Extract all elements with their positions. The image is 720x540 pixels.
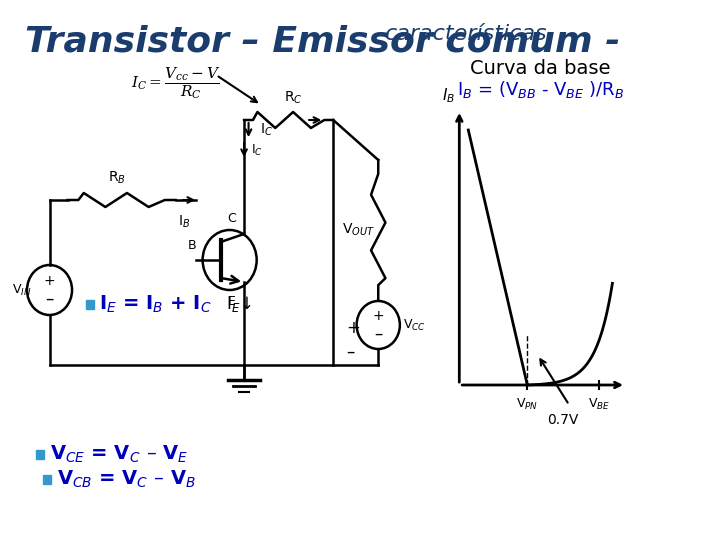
Text: V$_{BE}$: V$_{BE}$ [588, 397, 610, 412]
Text: I$_C$: I$_C$ [260, 122, 274, 138]
Text: I$_B$: I$_B$ [179, 214, 191, 231]
Text: $I_C = \dfrac{V_{cc}-V}{R_C}$: $I_C = \dfrac{V_{cc}-V}{R_C}$ [131, 65, 220, 100]
Bar [86, 300, 94, 309]
Text: –: – [347, 343, 355, 361]
Text: V$_{PN}$: V$_{PN}$ [516, 397, 538, 412]
Text: –: – [45, 290, 54, 308]
Text: C: C [227, 212, 236, 225]
Text: +: + [347, 319, 361, 337]
Text: características: características [385, 24, 548, 44]
Text: V$_{CC}$: V$_{CC}$ [403, 318, 426, 333]
Text: I$_B$ = (V$_{BB}$ - V$_{BE}$ )/R$_B$: I$_B$ = (V$_{BB}$ - V$_{BE}$ )/R$_B$ [457, 79, 624, 100]
Text: V$_{CE}$ = V$_C$ – V$_E$: V$_{CE}$ = V$_C$ – V$_E$ [50, 443, 188, 464]
Bar [36, 450, 44, 459]
Text: I$_C$: I$_C$ [251, 143, 263, 158]
Text: +: + [44, 274, 55, 288]
Text: Curva da base: Curva da base [470, 58, 611, 78]
Text: Transistor – Emissor comum -: Transistor – Emissor comum - [25, 24, 633, 58]
Text: V$_{CB}$ = V$_C$ – V$_B$: V$_{CB}$ = V$_C$ – V$_B$ [57, 468, 196, 490]
Text: I$_E$ = I$_B$ + I$_C$: I$_E$ = I$_B$ + I$_C$ [99, 293, 212, 315]
Bar [43, 475, 51, 484]
Text: +: + [372, 309, 384, 323]
Text: R$_B$: R$_B$ [108, 170, 126, 186]
Text: R$_C$: R$_C$ [284, 90, 302, 106]
Text: –: – [374, 325, 382, 343]
Text: I$_B$: I$_B$ [441, 86, 455, 105]
Text: B: B [188, 239, 197, 252]
Text: V$_{OUT}$: V$_{OUT}$ [342, 222, 375, 238]
Text: V$_{IN}$: V$_{IN}$ [12, 282, 32, 298]
Text: I$_E$↓: I$_E$↓ [220, 294, 251, 314]
Text: E: E [228, 295, 235, 308]
Text: 0.7V: 0.7V [547, 413, 579, 427]
